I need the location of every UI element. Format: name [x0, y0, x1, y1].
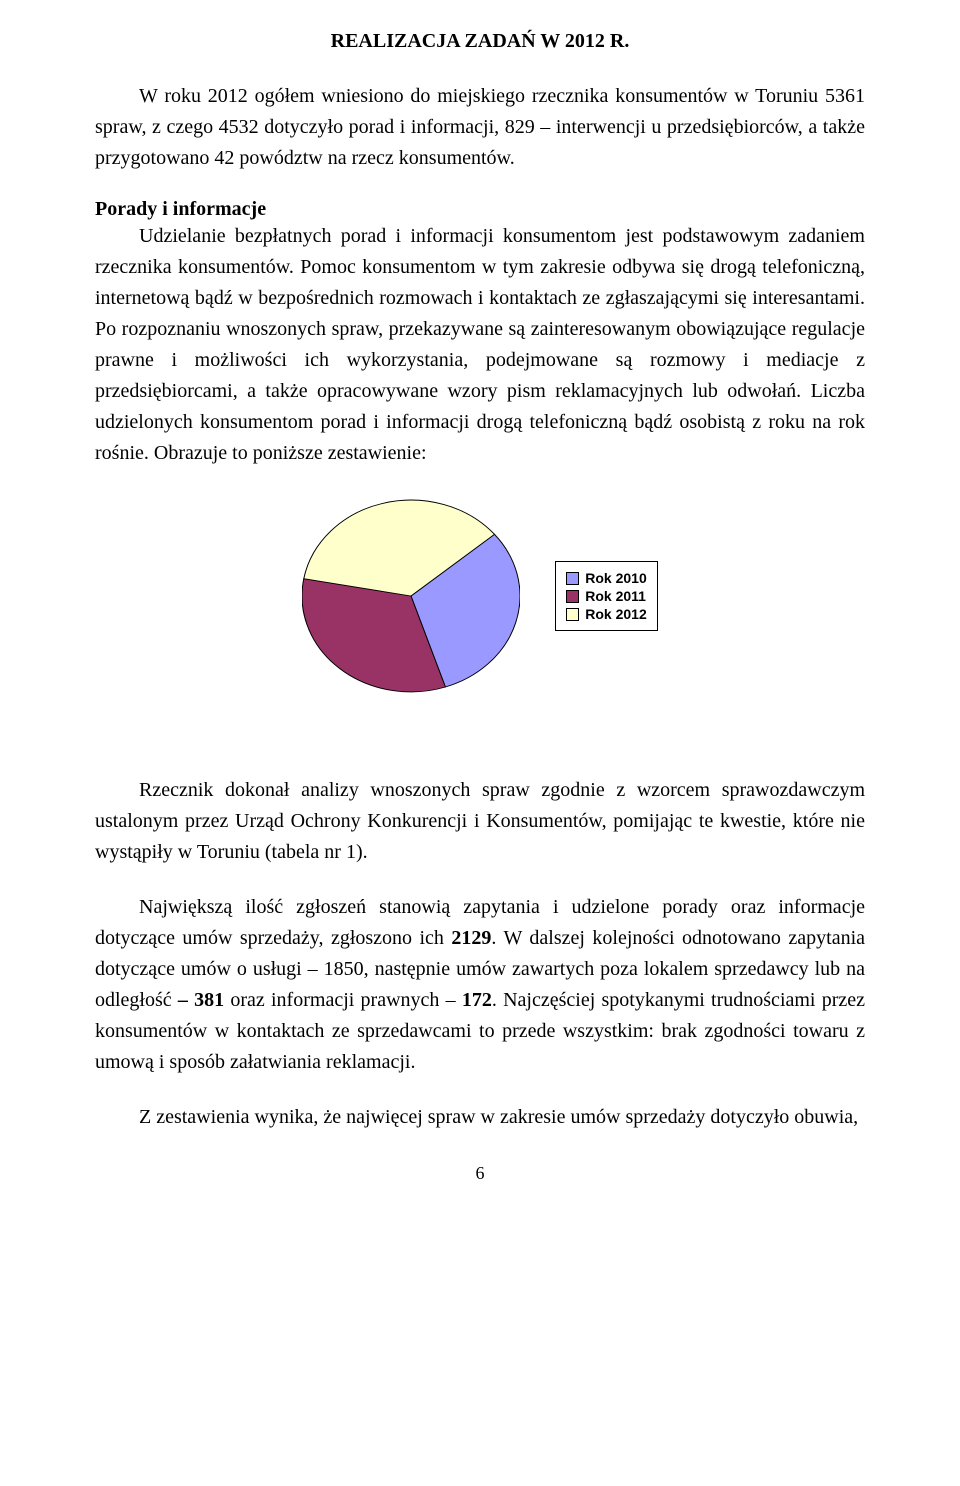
analysis-paragraph-2: Największą ilość zgłoszeń stanowią zapyt… — [95, 892, 865, 1078]
porady-paragraph: Udzielanie bezpłatnych porad i informacj… — [95, 221, 865, 469]
page-number: 6 — [95, 1163, 865, 1184]
legend-item: Rok 2011 — [566, 588, 646, 604]
legend-swatch — [566, 608, 579, 621]
analysis-paragraph-1: Rzecznik dokonał analizy wnoszonych spra… — [95, 775, 865, 868]
text-run: 2129 — [451, 927, 491, 949]
intro-paragraph: W roku 2012 ogółem wniesiono do miejskie… — [95, 81, 865, 174]
text-run: 172 — [462, 989, 492, 1011]
legend-swatch — [566, 590, 579, 603]
analysis-paragraph-3: Z zestawienia wynika, że najwięcej spraw… — [95, 1102, 865, 1133]
text-run: – 381 — [178, 989, 224, 1011]
pie-chart-row: Rok 2010 Rok 2011 Rok 2012 — [95, 487, 865, 705]
pie-chart — [302, 487, 520, 705]
legend-label: Rok 2012 — [585, 606, 646, 622]
legend-swatch — [566, 572, 579, 585]
chart-legend: Rok 2010 Rok 2011 Rok 2012 — [555, 561, 657, 631]
section-heading-porady: Porady i informacje — [95, 198, 865, 221]
legend-label: Rok 2010 — [585, 570, 646, 586]
legend-item: Rok 2010 — [566, 570, 646, 586]
page-title: REALIZACJA ZADAŃ W 2012 R. — [95, 30, 865, 53]
text-run: oraz informacji prawnych – — [224, 989, 462, 1011]
legend-label: Rok 2011 — [585, 588, 646, 604]
legend-item: Rok 2012 — [566, 606, 646, 622]
